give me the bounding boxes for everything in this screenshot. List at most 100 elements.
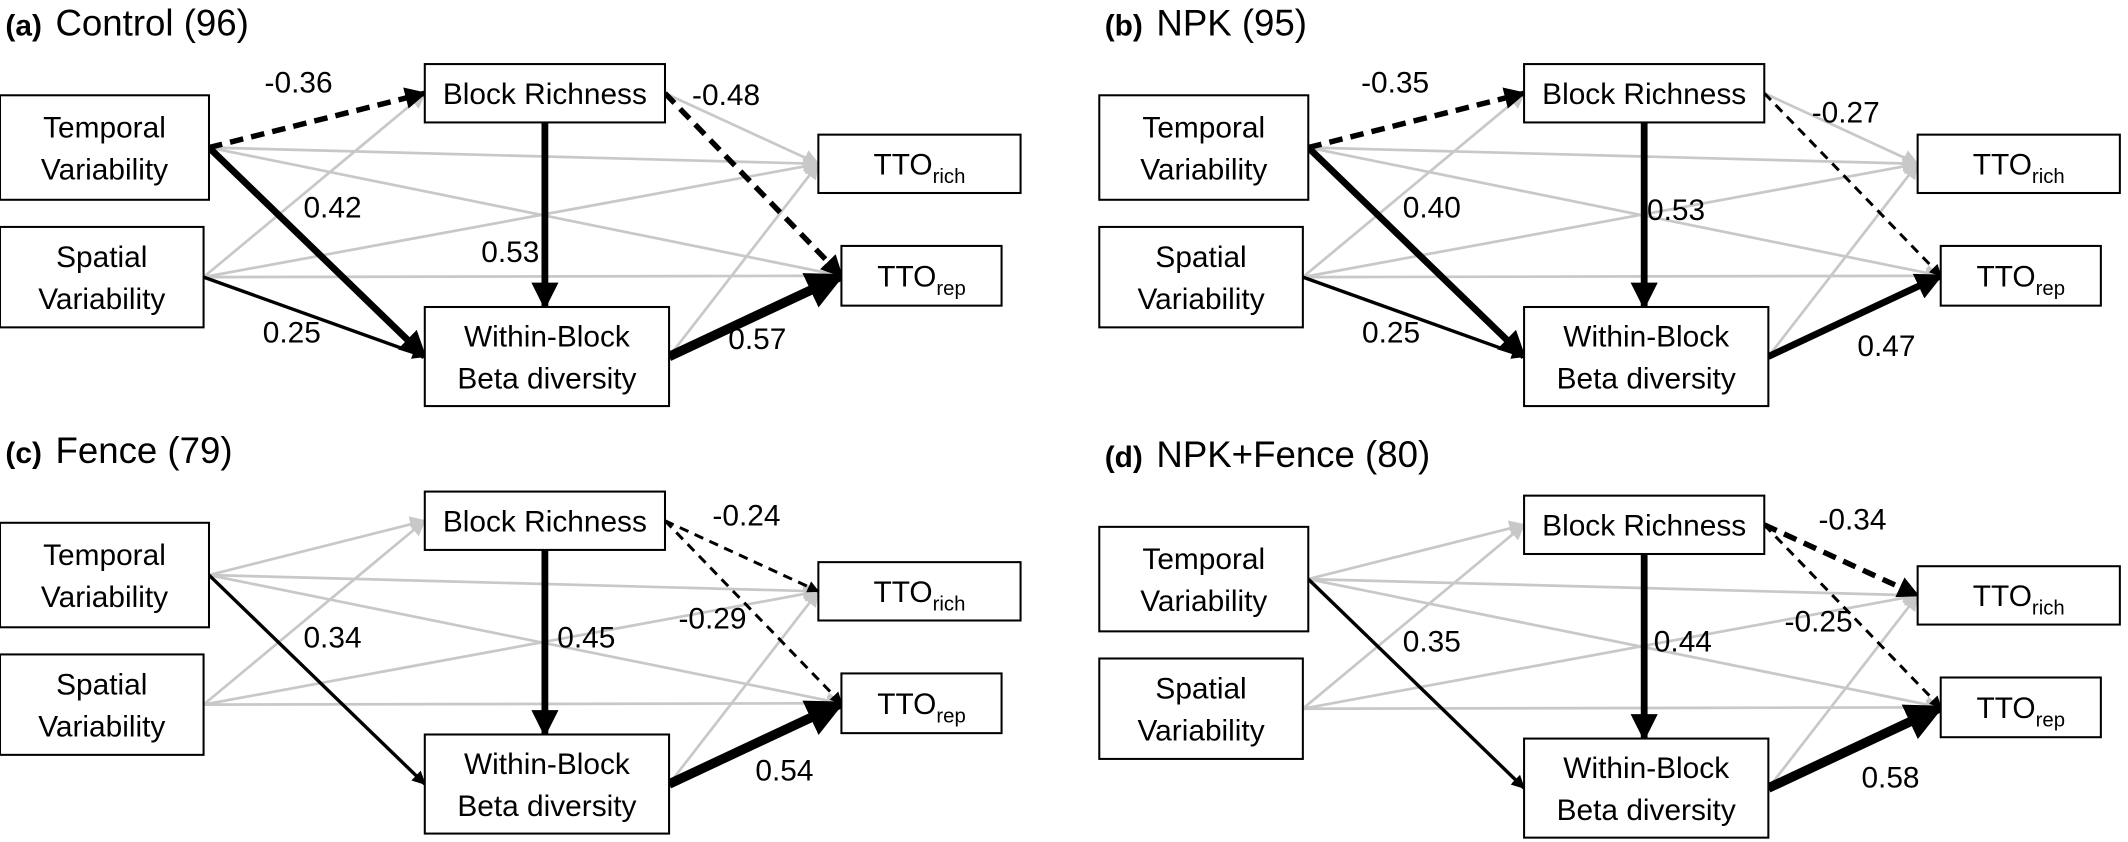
node-label: Within-Block bbox=[1563, 320, 1729, 353]
node-label: TTOrich bbox=[874, 149, 966, 188]
path-coefficient: 0.47 bbox=[1857, 330, 1915, 363]
path-coefficient: 0.35 bbox=[1403, 626, 1461, 659]
node-label-base: TTO bbox=[874, 149, 933, 182]
path-coefficient: -0.48 bbox=[692, 79, 760, 112]
node-label: Beta diversity bbox=[457, 790, 636, 823]
node-label: Beta diversity bbox=[1557, 794, 1736, 827]
node-box bbox=[1098, 525, 1310, 633]
nonsignificant-path bbox=[1301, 523, 1526, 710]
path-arrow bbox=[1766, 272, 1944, 360]
node-box bbox=[0, 521, 211, 629]
nonsignificant-path bbox=[1763, 92, 1920, 166]
node-label: Variability bbox=[38, 283, 165, 316]
node-label: TTOrep bbox=[877, 688, 966, 727]
node-label: Variability bbox=[1140, 153, 1267, 186]
node-box bbox=[423, 305, 671, 408]
nonsignificant-path bbox=[1308, 146, 1943, 281]
node-box bbox=[423, 733, 671, 835]
node-label-subscript: rich bbox=[933, 166, 966, 188]
node-label-base: TTO bbox=[877, 688, 936, 721]
node-label: Variability bbox=[41, 581, 168, 614]
node-box bbox=[1939, 244, 2102, 307]
path-arrow bbox=[667, 698, 845, 789]
node-label: Block Richness bbox=[443, 78, 647, 111]
path-arrow bbox=[207, 573, 426, 786]
panel-label: (c) bbox=[5, 437, 41, 470]
nonsignificant-path bbox=[208, 146, 820, 172]
node-box bbox=[0, 94, 211, 201]
node-label: TTOrich bbox=[874, 576, 966, 615]
nonsignificant-path bbox=[208, 573, 820, 600]
node-box bbox=[817, 561, 1022, 622]
panel-heading: (c) Fence (79) bbox=[5, 430, 232, 471]
panel-label: (a) bbox=[5, 10, 41, 43]
node-label: TTOrich bbox=[1973, 149, 2065, 188]
nonsignificant-path bbox=[208, 573, 844, 709]
path-coefficient: 0.40 bbox=[1403, 191, 1461, 224]
panel-title: NPK+Fence (80) bbox=[1156, 434, 1430, 475]
node-label-subscript: rep bbox=[2036, 278, 2065, 300]
path-coefficient: 0.58 bbox=[1861, 761, 1919, 794]
node-label: TTOrich bbox=[1973, 580, 2065, 619]
node-label-base: TTO bbox=[1973, 580, 2032, 613]
node-label: Temporal bbox=[1142, 543, 1265, 576]
nonsignificant-path bbox=[202, 92, 427, 279]
path-coefficient: 0.44 bbox=[1654, 626, 1712, 659]
node-label: Variability bbox=[1137, 715, 1264, 748]
nonsignificant-path bbox=[203, 585, 820, 706]
node-label: TTOrep bbox=[877, 261, 966, 300]
panel: (c) Fence (79) 0.34 0.45 -0.24 -0.29 0.54 Tempo… bbox=[0, 430, 1022, 835]
path-arrow bbox=[664, 519, 820, 593]
node-label: Temporal bbox=[1142, 111, 1265, 144]
nonsignificant-path bbox=[1301, 92, 1526, 279]
nonsignificant-path bbox=[208, 516, 427, 577]
path-arrow bbox=[1307, 577, 1526, 790]
node-label-subscript: rep bbox=[936, 705, 965, 727]
path-coefficient: -0.25 bbox=[1785, 605, 1853, 638]
path-coefficient: 0.53 bbox=[1647, 194, 1705, 227]
path-coefficient: 0.25 bbox=[1362, 316, 1420, 349]
nonsignificant-path bbox=[1308, 146, 1920, 172]
path-arrow bbox=[667, 271, 845, 361]
node-label: Temporal bbox=[43, 111, 166, 144]
path-arrow bbox=[1763, 522, 1920, 598]
node-box bbox=[1098, 657, 1304, 760]
node-box bbox=[423, 490, 667, 551]
panel-label: (d) bbox=[1105, 441, 1143, 474]
node-label: Beta diversity bbox=[457, 362, 636, 395]
panel-label: (b) bbox=[1105, 10, 1143, 43]
node-label-subscript: rich bbox=[933, 593, 966, 615]
panel: (b) NPK (95) -0.35 0.40 0.25 0.53 -0.27 0.47 Tem… bbox=[1098, 3, 2121, 408]
node-label-base: TTO bbox=[877, 261, 936, 294]
node-label: Variability bbox=[1140, 585, 1267, 618]
node-box bbox=[0, 225, 205, 329]
path-coefficient: -0.35 bbox=[1361, 67, 1429, 100]
node-label: Variability bbox=[41, 153, 168, 186]
nonsignificant-path bbox=[203, 158, 820, 279]
node-label-base: TTO bbox=[1973, 149, 2032, 182]
node-box bbox=[1939, 676, 2102, 739]
node-label: Beta diversity bbox=[1557, 362, 1736, 395]
panel: (d) NPK+Fence (80) 0.35 0.44 -0.34 -0.25 0.58 T… bbox=[1098, 434, 2121, 839]
node-label-subscript: rep bbox=[936, 278, 965, 300]
nonsignificant-path bbox=[208, 146, 844, 281]
panel-title: Control (96) bbox=[55, 3, 248, 44]
nonsignificant-path bbox=[1307, 520, 1526, 581]
node-box bbox=[1523, 63, 1766, 124]
node-box bbox=[840, 672, 1003, 735]
node-label-subscript: rich bbox=[2032, 166, 2065, 188]
node-box bbox=[1523, 494, 1766, 556]
node-label: Spatial bbox=[56, 241, 147, 274]
node-label: TTOrep bbox=[1977, 261, 2066, 300]
path-arrow bbox=[206, 145, 428, 359]
panel: (a) Control (96) -0.36 0.42 0.25 0.53 -0.48 0.5… bbox=[0, 3, 1022, 408]
node-box bbox=[840, 244, 1003, 307]
nonsignificant-path bbox=[664, 92, 820, 166]
nonsignificant-path bbox=[667, 590, 820, 785]
path-coefficient: 0.57 bbox=[728, 323, 786, 356]
path-coefficient: -0.29 bbox=[678, 603, 746, 636]
node-label-base: TTO bbox=[1977, 692, 2036, 725]
node-label-subscript: rep bbox=[2036, 709, 2065, 731]
path-arrow bbox=[208, 87, 427, 151]
